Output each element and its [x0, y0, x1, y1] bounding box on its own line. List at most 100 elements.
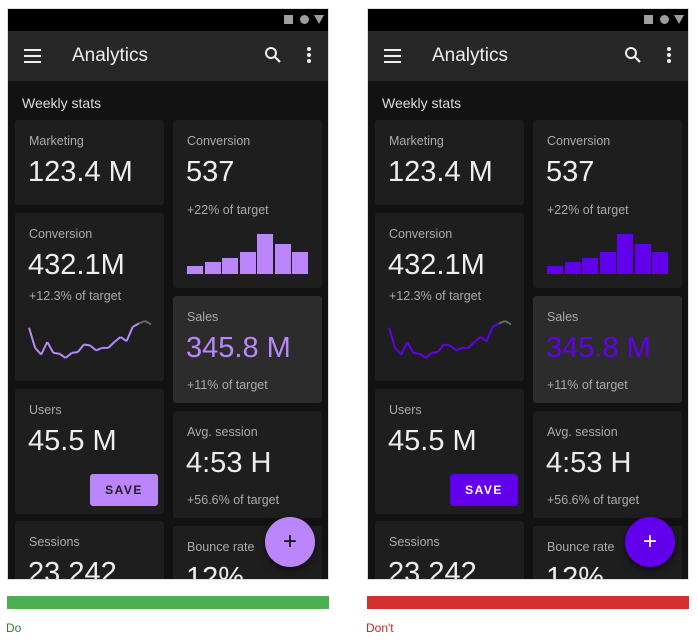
- card-marketing: Marketing 123.4 M: [375, 120, 524, 205]
- chart-bar: [204, 262, 221, 274]
- verdict-bar: [367, 596, 689, 609]
- menu-line: [384, 49, 401, 51]
- card-users: Users 45.5 M SAVE: [15, 389, 164, 514]
- card-avg-session: Avg. session 4:53 H +56.6% of target: [533, 411, 682, 518]
- card-value: 23,242: [388, 557, 477, 580]
- card-value: 123.4 M: [388, 156, 493, 188]
- card-label: Sales: [547, 310, 579, 324]
- app-title: Analytics: [432, 45, 509, 66]
- menu-line: [24, 49, 41, 51]
- card-label: Sessions: [389, 535, 440, 549]
- line-segment: [485, 326, 494, 342]
- phone-screen-dont: Analytics Weekly stats Marketing 123.4 M Con…: [367, 8, 689, 580]
- circle-icon: [660, 15, 669, 24]
- card-label: Conversion: [29, 227, 93, 241]
- card-conversion-line: Conversion 432.1M +12.3% of target: [375, 213, 524, 381]
- line-segment: [58, 352, 67, 359]
- line-segment: [498, 320, 506, 325]
- triangle-icon: [314, 15, 324, 24]
- card-value: 12%: [546, 562, 605, 580]
- line-segment: [28, 327, 37, 349]
- search-icon[interactable]: [264, 46, 282, 64]
- verdict-bar: [7, 596, 329, 609]
- line-segment: [479, 336, 488, 342]
- line-segment: [40, 341, 49, 356]
- save-button[interactable]: SAVE: [450, 474, 518, 506]
- hamburger-menu-icon[interactable]: [24, 49, 41, 63]
- line-segment: [132, 322, 140, 328]
- line-segment: [467, 341, 476, 349]
- dot: [667, 47, 671, 51]
- fab-add-button[interactable]: +: [265, 517, 315, 567]
- line-segment: [34, 347, 42, 356]
- card-value: 123.4 M: [28, 156, 133, 188]
- line-segment: [95, 346, 103, 352]
- card-value: 23,242: [28, 557, 117, 580]
- triangle-icon: [674, 15, 684, 24]
- line-segment: [413, 351, 420, 355]
- verdict-label: Don't: [366, 621, 394, 635]
- card-label: Users: [389, 403, 422, 417]
- square-icon: [284, 15, 293, 24]
- verdict-label: Do: [6, 621, 22, 635]
- chart-bar: [292, 252, 308, 274]
- more-vert-icon[interactable]: [307, 47, 311, 65]
- line-segment: [394, 347, 402, 356]
- chart-bar: [274, 244, 291, 274]
- card-label: Marketing: [389, 134, 444, 148]
- line-segment: [53, 351, 60, 355]
- card-value: 45.5 M: [388, 425, 477, 457]
- card-sessions: Sessions 23,242: [375, 521, 524, 580]
- line-segment: [77, 343, 85, 353]
- top-app-bar: Analytics: [8, 31, 328, 81]
- more-vert-icon[interactable]: [667, 47, 671, 65]
- card-subtitle: +12.3% of target: [389, 289, 482, 303]
- card-avg-session: Avg. session 4:53 H +56.6% of target: [173, 411, 322, 518]
- line-segment: [83, 343, 91, 347]
- line-segment: [89, 344, 97, 352]
- chart-bar: [652, 252, 668, 274]
- card-marketing: Marketing 123.4 M: [15, 120, 164, 205]
- chart-bar: [617, 234, 633, 274]
- line-segment: [400, 341, 409, 356]
- card-sessions: Sessions 23,242: [15, 521, 164, 580]
- card-subtitle: +56.6% of target: [547, 493, 640, 507]
- line-segment: [443, 343, 451, 347]
- card-value: 432.1M: [28, 249, 125, 281]
- card-label: Sales: [187, 310, 219, 324]
- card-subtitle: +22% of target: [547, 203, 629, 217]
- line-segment: [71, 351, 78, 354]
- card-subtitle: +11% of target: [187, 378, 268, 392]
- line-segment: [125, 326, 134, 342]
- card-value: 12%: [186, 562, 245, 580]
- save-button[interactable]: SAVE: [90, 474, 158, 506]
- hamburger-menu-icon[interactable]: [384, 49, 401, 63]
- search-icon[interactable]: [624, 46, 642, 64]
- line-segment: [424, 352, 433, 359]
- app-title: Analytics: [72, 45, 149, 66]
- card-label: Bounce rate: [547, 540, 615, 554]
- fab-add-button[interactable]: +: [625, 517, 675, 567]
- status-bar: [368, 9, 688, 31]
- line-segment: [138, 320, 146, 325]
- line-chart: [28, 320, 152, 359]
- chart-bar: [257, 234, 273, 274]
- line-segment: [113, 336, 122, 343]
- card-sales: Sales 345.8 M +11% of target: [533, 296, 682, 403]
- line-segment: [449, 344, 457, 352]
- card-value: 4:53 H: [186, 447, 272, 479]
- card-subtitle: +56.6% of target: [187, 493, 280, 507]
- line-segment: [406, 341, 415, 354]
- line-segment: [64, 352, 73, 359]
- line-segment: [492, 322, 500, 328]
- dot: [667, 53, 671, 57]
- card-value: 345.8 M: [546, 332, 651, 364]
- line-segment: [437, 343, 445, 353]
- card-label: Sessions: [29, 535, 80, 549]
- chart-bar: [222, 258, 238, 274]
- card-conversion-bars: Conversion 537 +22% of target: [533, 120, 682, 288]
- section-title: Weekly stats: [22, 95, 102, 111]
- line-segment: [388, 327, 397, 349]
- line-segment: [144, 320, 152, 326]
- menu-line: [24, 61, 41, 63]
